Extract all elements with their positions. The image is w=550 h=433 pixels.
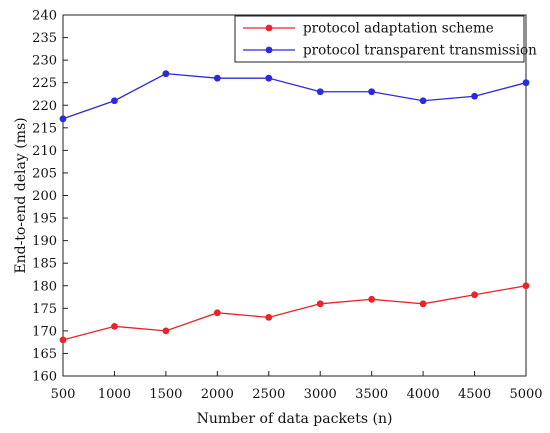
data-point	[59, 115, 67, 123]
x-tick-label: 4500	[458, 387, 491, 402]
legend-label: protocol transparent transmission	[303, 43, 537, 59]
x-tick-label: 2500	[252, 387, 285, 402]
data-point	[471, 291, 478, 299]
legend-swatch-marker	[265, 46, 273, 54]
legend-swatch-marker	[265, 24, 273, 32]
y-tick-label: 210	[32, 144, 57, 159]
y-tick-label: 180	[32, 279, 57, 294]
data-point	[59, 336, 67, 344]
data-point	[162, 70, 170, 78]
y-tick-label: 185	[32, 257, 57, 272]
y-tick-label: 195	[32, 212, 57, 227]
data-point	[316, 88, 324, 96]
x-tick-label: 3500	[355, 387, 388, 402]
plot-border	[62, 14, 527, 377]
series-line	[62, 72, 527, 120]
data-point	[213, 74, 221, 82]
y-tick-label: 225	[32, 76, 57, 91]
plot-area	[62, 14, 527, 377]
legend-item: protocol adaptation scheme	[243, 21, 494, 37]
legend-box	[234, 15, 525, 63]
series-line	[62, 285, 527, 341]
legend: protocol adaptation scheme protocol trans…	[234, 15, 537, 63]
y-axis-title: End-to-end delay (ms)	[13, 117, 29, 273]
data-point	[265, 74, 273, 82]
x-tick-label: 1000	[98, 387, 131, 402]
series-1	[59, 282, 530, 344]
y-tick-label: 235	[32, 31, 57, 46]
data-point	[316, 300, 324, 308]
y-tick-label: 175	[32, 302, 57, 317]
data-point	[162, 327, 170, 335]
y-tick-label: 170	[32, 324, 57, 339]
data-point	[419, 300, 427, 308]
y-tick-label: 240	[32, 9, 57, 24]
series-2	[59, 70, 530, 123]
data-point	[368, 295, 376, 303]
y-axis: 160 165 170 175 180 185 190 195 200 205 210 215 220 2…	[32, 9, 68, 385]
data-point	[111, 322, 118, 330]
y-tick-label: 215	[32, 121, 57, 136]
data-point	[368, 88, 376, 96]
x-axis: 500 1000 1500 2000 2500 3000 3500 4000 4500 5000	[51, 371, 543, 402]
y-tick-label: 230	[32, 54, 57, 69]
x-tick-label: 3000	[304, 387, 337, 402]
y-tick-label: 200	[32, 189, 57, 204]
x-tick-label: 4000	[407, 387, 440, 402]
legend-label: protocol adaptation scheme	[303, 21, 494, 37]
x-tick-label: 2000	[201, 387, 234, 402]
y-tick-label: 165	[32, 347, 57, 362]
data-point	[522, 79, 530, 87]
series-layer	[59, 70, 530, 344]
x-axis-title: Number of data packets (n)	[197, 411, 393, 427]
legend-item: protocol transparent transmission	[243, 43, 537, 59]
y-tick-label: 220	[32, 99, 57, 114]
x-tick-label: 1500	[149, 387, 182, 402]
y-tick-label: 160	[32, 370, 57, 385]
x-tick-label: 500	[51, 387, 76, 402]
data-point	[471, 92, 478, 100]
data-point	[419, 97, 427, 105]
data-point	[213, 309, 221, 317]
x-tick-label: 5000	[509, 387, 542, 402]
data-point	[111, 97, 118, 105]
data-point	[522, 282, 530, 290]
data-point	[265, 313, 273, 321]
y-tick-label: 190	[32, 234, 57, 249]
y-tick-label: 205	[32, 166, 57, 181]
